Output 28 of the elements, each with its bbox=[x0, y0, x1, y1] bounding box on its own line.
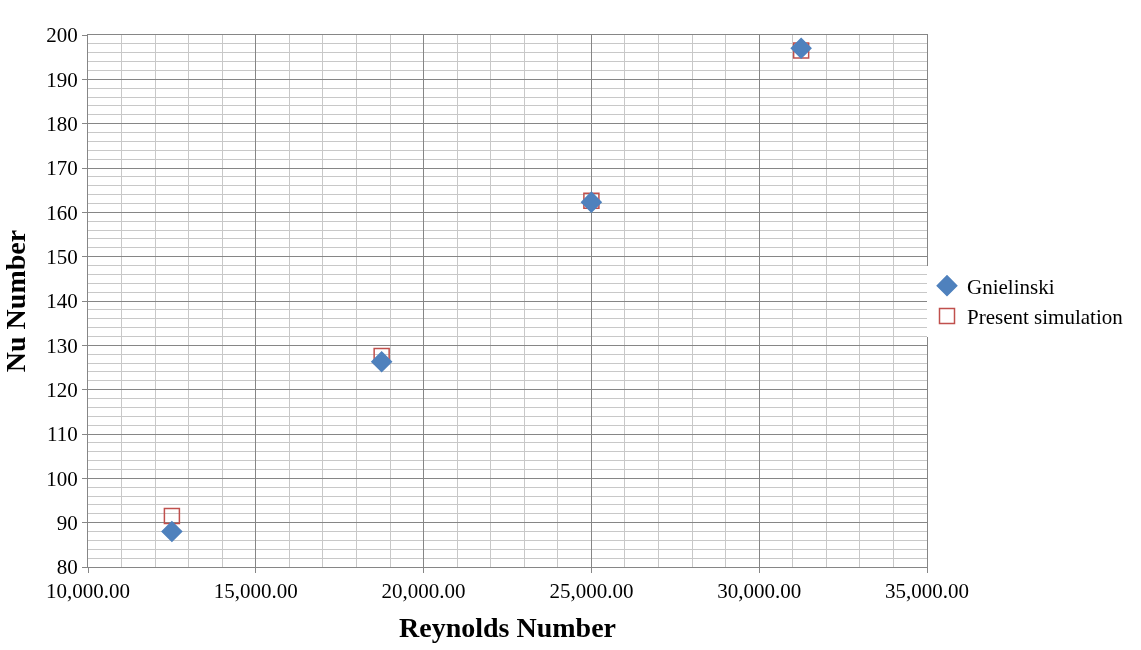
x-tick-label: 25,000.00 bbox=[549, 579, 634, 604]
x-tick-label: 10,000.00 bbox=[46, 579, 130, 604]
x-axis-title: Reynolds Number bbox=[398, 612, 617, 644]
point bbox=[792, 42, 810, 59]
y-tick-label: 80 bbox=[56, 555, 78, 580]
legend-label: Gnielinski bbox=[967, 274, 1055, 299]
point bbox=[790, 37, 812, 59]
y-tick-label: 140 bbox=[46, 289, 78, 314]
point bbox=[161, 521, 183, 543]
y-tick-label: 100 bbox=[46, 466, 78, 491]
point bbox=[371, 351, 393, 373]
x-tick-label: 20,000.00 bbox=[381, 579, 466, 604]
y-axis-title: Nu Number bbox=[0, 229, 31, 373]
y-tick-label: 90 bbox=[56, 511, 78, 536]
point bbox=[163, 507, 181, 525]
y-tick-label: 170 bbox=[46, 156, 78, 181]
y-tick-label: 190 bbox=[46, 67, 78, 92]
y-tick-label: 180 bbox=[46, 112, 78, 137]
x-tick-label: 30,000.00 bbox=[717, 579, 802, 604]
x-tick-label: 15,000.00 bbox=[213, 579, 298, 604]
x-tick-label: 35,000.00 bbox=[885, 579, 969, 604]
legend-label: Present simulation bbox=[967, 305, 1124, 330]
y-tick-label: 110 bbox=[47, 422, 78, 447]
y-tick-label: 150 bbox=[46, 245, 78, 270]
y-tick-label: 120 bbox=[46, 378, 78, 403]
y-tick-label: 130 bbox=[46, 333, 78, 358]
y-tick-label: 160 bbox=[46, 200, 78, 225]
y-tick-label: 200 bbox=[46, 23, 78, 48]
